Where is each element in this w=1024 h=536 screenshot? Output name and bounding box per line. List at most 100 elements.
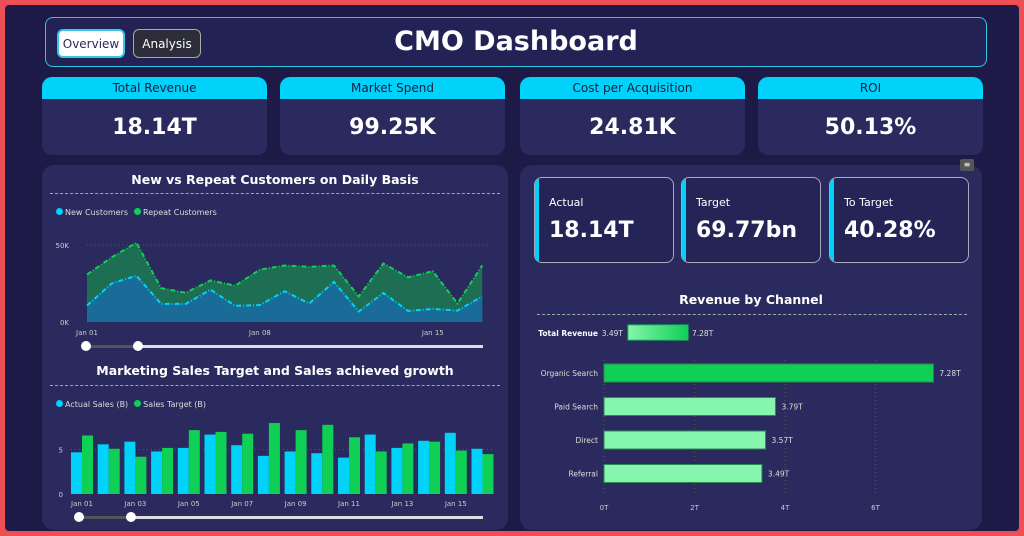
- card-label: Target: [696, 196, 731, 209]
- bar-actual-sales: [231, 445, 243, 494]
- bar-referral: [603, 464, 763, 483]
- bar-sales-target: [268, 423, 280, 494]
- data-label: 3.57T: [772, 436, 794, 445]
- bar-sales-target: [375, 451, 387, 494]
- bar-actual-sales: [124, 441, 136, 494]
- divider: [537, 314, 967, 315]
- repeat-customers-line: [86, 241, 484, 306]
- card-actual: Actual 18.14T: [534, 177, 674, 263]
- bar-actual-sales: [151, 451, 163, 494]
- bar-sales-target: [108, 448, 120, 494]
- chart-title: Revenue by Channel: [679, 292, 823, 307]
- area-chart: 50K 0K Jan 01 Jan 08 Jan 15: [56, 241, 490, 337]
- kpi-total-revenue: Total Revenue 18.14T: [42, 77, 267, 155]
- right-panel: ≡ Actual 18.14T Target 69.77bn To Target 40…: [520, 159, 982, 530]
- legend-label: Actual Sales (B): [65, 400, 129, 409]
- bar-sales-target: [135, 456, 147, 494]
- slider-handle-end[interactable]: [126, 512, 136, 522]
- x-tick-label: Jan 15: [421, 329, 444, 337]
- card-target: Target 69.77bn: [681, 177, 821, 263]
- bar-chart: 0 5 Jan 01 Jan 03 Jan 05 Jan 07 Jan 09 Jan 11 Ja…: [59, 423, 494, 508]
- data-label: 7.28T: [939, 369, 961, 378]
- bar-actual-sales: [338, 457, 349, 494]
- category-label: Paid Search: [554, 403, 598, 412]
- tab-analysis[interactable]: Analysis: [133, 29, 201, 58]
- chart-title: Marketing Sales Target and Sales achieve…: [96, 363, 454, 378]
- x-tick-label: Jan 01: [70, 500, 93, 508]
- new-customers-area: [87, 275, 483, 322]
- legend: New Customers Repeat Customers: [56, 208, 217, 217]
- kpi-label: Market Spend: [280, 77, 505, 99]
- page-title: CMO Dashboard: [394, 26, 638, 57]
- date-slider[interactable]: [81, 341, 483, 351]
- horizontal-bar-chart: Total Revenue 3.49T 7.28T 0T 2T 4T 6T Organic S…: [538, 324, 961, 512]
- divider: [50, 193, 500, 194]
- kpi-value: 24.81K: [589, 115, 676, 140]
- bar-sales-target: [322, 424, 334, 494]
- x-tick-label: Jan 08: [248, 329, 271, 337]
- x-tick-label: Jan 05: [177, 500, 200, 508]
- card-label: To Target: [844, 196, 894, 209]
- bar-organic-search: [603, 363, 934, 383]
- date-slider[interactable]: [74, 512, 483, 522]
- kpi-roi: ROI 50.13%: [758, 77, 983, 155]
- gradient-legend-bar: [627, 324, 689, 341]
- header: Overview Analysis CMO Dashboard: [45, 17, 987, 67]
- bar-sales-target: [482, 454, 494, 494]
- bar-sales-target: [215, 431, 227, 494]
- tab-overview[interactable]: Overview: [57, 29, 125, 58]
- category-label: Referral: [569, 470, 598, 479]
- bar-actual-sales: [204, 434, 216, 494]
- bar-sales-target: [82, 435, 93, 494]
- bar-sales-target: [242, 433, 254, 494]
- divider: [50, 385, 500, 386]
- slider-handle-end[interactable]: [133, 341, 143, 351]
- bar-actual-sales: [444, 432, 456, 494]
- bar-direct: [603, 430, 767, 450]
- kpi-cost-per-acquisition: Cost per Acquisition 24.81K: [520, 77, 745, 155]
- x-tick-label: Jan 11: [337, 500, 360, 508]
- slider-range: [79, 516, 131, 519]
- y-tick-label: 0: [59, 491, 63, 499]
- bar-actual-sales: [418, 440, 430, 494]
- legend-label: Sales Target (B): [143, 400, 207, 409]
- y-tick-label: 50K: [56, 242, 70, 250]
- card-value: 69.77bn: [696, 218, 797, 243]
- card-label: Actual: [549, 196, 584, 209]
- x-tick-label: Jan 01: [75, 329, 98, 337]
- x-tick-label: 2T: [690, 504, 699, 512]
- legend: Actual Sales (B) Sales Target (B): [56, 400, 206, 409]
- bar-actual-sales: [177, 447, 189, 494]
- legend-item: New Customers: [56, 208, 128, 217]
- gradient-legend-label: Total Revenue: [538, 329, 598, 338]
- x-tick-label: 6T: [871, 504, 880, 512]
- bar-sales-target: [429, 441, 441, 494]
- data-label: 3.49T: [768, 470, 790, 479]
- gradient-legend-min: 3.49T: [602, 329, 624, 338]
- kpi-label: ROI: [758, 77, 983, 99]
- left-panel: New vs Repeat Customers on Daily Basis N…: [42, 165, 508, 530]
- bar-actual-sales: [257, 455, 269, 494]
- slider-range: [86, 345, 138, 348]
- kpi-label: Cost per Acquisition: [520, 77, 745, 99]
- kpi-market-spend: Market Spend 99.25K: [280, 77, 505, 155]
- legend-item: Sales Target (B): [134, 400, 206, 409]
- filter-icon[interactable]: ≡: [960, 159, 974, 171]
- gradient-legend-max: 7.28T: [692, 329, 714, 338]
- category-label: Organic Search: [541, 369, 599, 378]
- bar-sales-target: [188, 430, 200, 494]
- chart-title: New vs Repeat Customers on Daily Basis: [131, 172, 419, 187]
- bar-sales-target: [349, 437, 360, 494]
- y-tick-label: 5: [59, 447, 63, 455]
- legend-label: Repeat Customers: [143, 208, 217, 217]
- kpi-label: Total Revenue: [42, 77, 267, 99]
- slider-handle-start[interactable]: [74, 512, 84, 522]
- legend-label: New Customers: [65, 208, 129, 217]
- data-label: 3.79T: [781, 403, 803, 412]
- slider-handle-start[interactable]: [81, 341, 91, 351]
- bar-sales-target: [402, 443, 414, 494]
- x-tick-label: Jan 13: [390, 500, 413, 508]
- bar-actual-sales: [391, 447, 403, 494]
- kpi-value: 18.14T: [112, 115, 197, 140]
- x-tick-label: 0T: [600, 504, 609, 512]
